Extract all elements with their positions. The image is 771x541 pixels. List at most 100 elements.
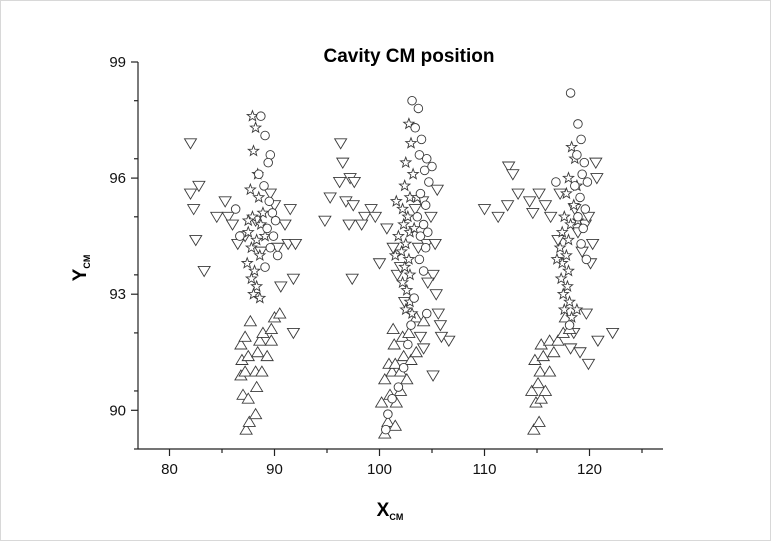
triangle-down-point: [354, 219, 369, 231]
y-tick-label: 93: [109, 286, 126, 303]
circle-point: [575, 192, 585, 203]
triangle-up-point: [374, 396, 389, 408]
star-point: [253, 291, 267, 304]
star-point: [559, 248, 573, 261]
triangle-up-point: [409, 345, 424, 358]
triangle-up-point: [396, 349, 411, 362]
triangle-down-point: [278, 219, 292, 231]
circle-point: [564, 320, 575, 330]
triangle-down-point: [368, 211, 383, 224]
triangle-down-point: [332, 177, 347, 189]
y-tick-label: 99: [109, 54, 126, 71]
triangle-up-point: [532, 415, 546, 427]
star-point: [553, 240, 567, 254]
triangle-down-point: [500, 200, 515, 212]
circle-point: [579, 157, 590, 168]
x-tick-label: 80: [161, 461, 178, 478]
circle-point: [265, 243, 276, 253]
triangle-down-point: [286, 273, 301, 286]
circle-point: [263, 157, 273, 168]
star-point: [555, 225, 569, 238]
star-point: [556, 287, 570, 300]
y-axis-label: YCM: [70, 255, 92, 282]
triangle-up-point: [264, 322, 279, 334]
triangle-up-point: [551, 334, 565, 346]
triangle-up-point: [531, 376, 545, 389]
star-point: [396, 202, 410, 215]
triangle-down-point: [209, 211, 224, 224]
triangle-up-point: [404, 353, 418, 365]
circle-point: [418, 266, 429, 276]
triangle-up-point: [241, 349, 256, 362]
triangle-down-point: [431, 308, 446, 320]
star-point: [399, 302, 413, 316]
triangle-down-point: [426, 370, 440, 382]
triangle-down-point: [442, 335, 456, 348]
circle-point: [422, 153, 432, 164]
triangle-down-point: [318, 215, 332, 228]
star-point: [559, 186, 573, 200]
triangle-down-point: [573, 347, 587, 359]
triangle-up-point: [542, 334, 557, 346]
star-point: [399, 237, 413, 250]
star-point: [240, 256, 254, 269]
star-point: [241, 225, 255, 238]
star-point: [557, 302, 571, 316]
triangle-up-point: [536, 349, 551, 362]
circle-point: [415, 188, 426, 199]
circle-point: [420, 243, 431, 253]
circle-point: [256, 111, 266, 121]
star-point: [391, 229, 405, 242]
x-axis-label-subscript: CM: [389, 512, 403, 522]
triangle-down-point: [372, 258, 387, 270]
circle-point: [419, 165, 430, 176]
plot-area: [183, 88, 620, 439]
circle-point: [387, 393, 397, 404]
triangle-up-point: [238, 365, 252, 377]
triangle-down-point: [358, 211, 372, 224]
triangle-down-point: [335, 157, 350, 169]
circle-point: [409, 293, 419, 303]
circle-point: [565, 88, 576, 98]
triangle-up-point: [239, 423, 253, 435]
triangle-down-point: [386, 242, 400, 255]
circle-point: [415, 231, 426, 241]
triangle-up-point: [542, 365, 557, 377]
triangle-down-point: [434, 331, 449, 344]
star-point: [401, 210, 415, 223]
star-point: [249, 120, 263, 134]
triangle-down-point: [188, 235, 203, 247]
triangle-up-point: [260, 349, 274, 362]
star-point: [396, 275, 410, 289]
star-point: [563, 295, 577, 308]
triangle-down-point: [323, 192, 337, 204]
star-point: [405, 306, 419, 320]
triangle-down-point: [421, 277, 435, 289]
star-point: [250, 233, 264, 246]
triangle-down-point: [538, 200, 553, 212]
star-point: [404, 136, 418, 149]
star-point: [247, 144, 260, 157]
triangle-up-point: [242, 415, 257, 427]
triangle-down-point: [413, 331, 428, 344]
star-point: [565, 140, 579, 153]
y-axis-label-subscript: CM: [82, 255, 92, 269]
star-point: [252, 190, 266, 203]
circle-point: [424, 177, 434, 187]
triangle-up-point: [272, 307, 287, 319]
triangle-down-point: [429, 289, 443, 301]
triangle-down-point: [364, 204, 378, 216]
x-tick-label: 110: [473, 461, 497, 478]
x-tick-label: 90: [266, 461, 283, 478]
star-point: [403, 268, 417, 281]
triangle-up-series: [234, 307, 577, 439]
triangle-down-point: [408, 204, 422, 216]
circle-point: [576, 239, 586, 249]
star-point: [258, 229, 272, 242]
triangle-up-point: [524, 384, 539, 396]
triangle-down-point: [590, 173, 604, 185]
triangle-down-point: [230, 238, 245, 251]
circle-point: [230, 204, 241, 214]
triangle-down-point: [218, 196, 232, 208]
triangle-down-series: [183, 138, 620, 382]
